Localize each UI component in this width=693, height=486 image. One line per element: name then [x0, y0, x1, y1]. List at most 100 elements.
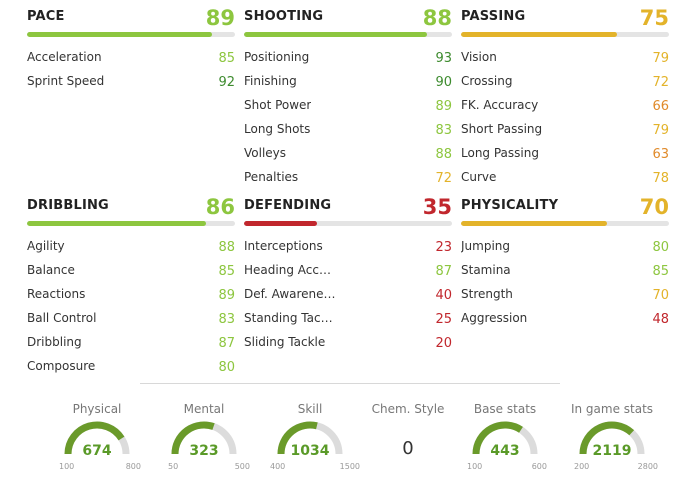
- stat-label: Heading Acc…: [244, 263, 331, 277]
- stat-label: Long Passing: [461, 146, 539, 160]
- stat-row: Def. Awarene… 40: [244, 287, 452, 311]
- category-bar: [27, 32, 235, 37]
- stat-value: 92: [218, 75, 235, 90]
- stat-label: Curve: [461, 170, 497, 184]
- gauge-label: Skill: [297, 402, 323, 416]
- category-bar: [244, 221, 452, 226]
- stat-value: 85: [218, 51, 235, 66]
- stat-label: Balance: [27, 263, 75, 277]
- gauge-fill: [277, 421, 318, 455]
- category-passing: PASSING 75 Vision 79 Crossing 72 FK. Accur…: [461, 0, 669, 194]
- summary-gauges: Physical 674 100 800 Mental 323 50 500 S…: [0, 400, 693, 486]
- stat-label: Vision: [461, 50, 497, 64]
- stat-row: Vision 79: [461, 50, 669, 74]
- stat-label: Standing Tac…: [244, 311, 333, 325]
- stat-label: Positioning: [244, 50, 310, 64]
- gauge-fill: [64, 421, 125, 455]
- stat-row: Curve 78: [461, 170, 669, 194]
- category-name: DEFENDING: [244, 198, 332, 213]
- gauge-value: 323: [189, 443, 219, 459]
- stat-row: Heading Acc… 87: [244, 263, 452, 287]
- stat-value: 88: [435, 147, 452, 162]
- gauge-label: Mental: [183, 402, 225, 416]
- stat-label: Finishing: [244, 74, 297, 88]
- gauge-label: In game stats: [570, 402, 654, 416]
- category-bar-fill: [461, 32, 617, 37]
- gauge-max: 500: [234, 462, 250, 471]
- category-dribbling: DRIBBLING 86 Agility 88 Balance 85 Reactio…: [27, 189, 235, 383]
- stat-label: Interceptions: [244, 239, 323, 253]
- stat-value: 48: [652, 312, 669, 327]
- gauge-arc: [171, 421, 237, 455]
- gauge-max: 800: [125, 462, 141, 471]
- category-shooting: SHOOTING 88 Positioning 93 Finishing 90 Sh…: [244, 0, 452, 194]
- stat-value: 72: [652, 75, 669, 90]
- stat-label: Agility: [27, 239, 65, 253]
- gauge-arc: [579, 421, 645, 455]
- stat-value: 79: [652, 51, 669, 66]
- category-name: PHYSICALITY: [461, 198, 559, 213]
- category-value: 35: [422, 195, 452, 219]
- category-physicality: PHYSICALITY 70 Jumping 80 Stamina 85 Stren…: [461, 189, 669, 335]
- stat-value: 90: [435, 75, 452, 90]
- stat-row: Standing Tac… 25: [244, 311, 452, 335]
- gauge-label: Chem. Style: [371, 402, 445, 416]
- stat-row: Balance 85: [27, 263, 235, 287]
- stat-row: Dribbling 87: [27, 335, 235, 359]
- stat-row: Volleys 88: [244, 146, 452, 170]
- stat-value: 93: [435, 51, 452, 66]
- category-bar: [244, 32, 452, 37]
- category-bar-fill: [244, 221, 317, 226]
- stat-label: Sliding Tackle: [244, 335, 326, 349]
- category-value: 75: [639, 6, 669, 30]
- stat-label: Strength: [461, 287, 513, 301]
- stat-label: Aggression: [461, 311, 528, 325]
- stat-label: Reactions: [27, 287, 86, 301]
- gauge-skill: Skill 1034 400 1500: [260, 400, 360, 486]
- stat-label: Def. Awarene…: [244, 287, 336, 301]
- gauge-fill: [579, 421, 635, 455]
- gauge-value: 0: [402, 438, 414, 459]
- category-value: 89: [205, 6, 235, 30]
- category-bar: [27, 221, 235, 226]
- gauge-max: 1500: [339, 462, 360, 471]
- gauge-min: 400: [270, 462, 286, 471]
- category-pace: PACE 89 Acceleration 85 Sprint Speed 92: [27, 0, 235, 98]
- category-bar-fill: [461, 221, 607, 226]
- stat-value: 20: [435, 336, 452, 351]
- stat-value: 85: [652, 264, 669, 279]
- stat-label: Long Shots: [244, 122, 311, 136]
- category-bar: [461, 221, 669, 226]
- gauge-min: 100: [59, 462, 75, 471]
- stat-row: Positioning 93: [244, 50, 452, 74]
- gauge-label: Base stats: [473, 402, 537, 416]
- gauge-label: Physical: [72, 402, 122, 416]
- stat-value: 89: [435, 99, 452, 114]
- stat-label: Ball Control: [27, 311, 97, 325]
- stat-row: Short Passing 79: [461, 122, 669, 146]
- stat-row: Sprint Speed 92: [27, 74, 235, 98]
- gauge-physical: Physical 674 100 800: [47, 400, 147, 486]
- stat-value: 25: [435, 312, 452, 327]
- stat-row: Finishing 90: [244, 74, 452, 98]
- stat-label: Crossing: [461, 74, 513, 88]
- gauge-value: 2119: [592, 443, 632, 459]
- stat-row: Crossing 72: [461, 74, 669, 98]
- category-name: PACE: [27, 9, 65, 24]
- stat-value: 85: [218, 264, 235, 279]
- stat-value: 80: [218, 360, 235, 375]
- category-bar-fill: [244, 32, 428, 37]
- stat-row: Stamina 85: [461, 263, 669, 287]
- stat-row: Long Passing 63: [461, 146, 669, 170]
- stat-label: Acceleration: [27, 50, 102, 64]
- stat-value: 83: [218, 312, 235, 327]
- stat-value: 89: [218, 288, 235, 303]
- stat-row: FK. Accuracy 66: [461, 98, 669, 122]
- stat-label: Short Passing: [461, 122, 543, 136]
- stat-row: Jumping 80: [461, 239, 669, 263]
- stat-row: Shot Power 89: [244, 98, 452, 122]
- stat-label: Shot Power: [244, 98, 312, 112]
- gauge-arc: [472, 421, 538, 455]
- gauge-min: 50: [168, 462, 179, 471]
- gauge-value: 1034: [290, 443, 330, 459]
